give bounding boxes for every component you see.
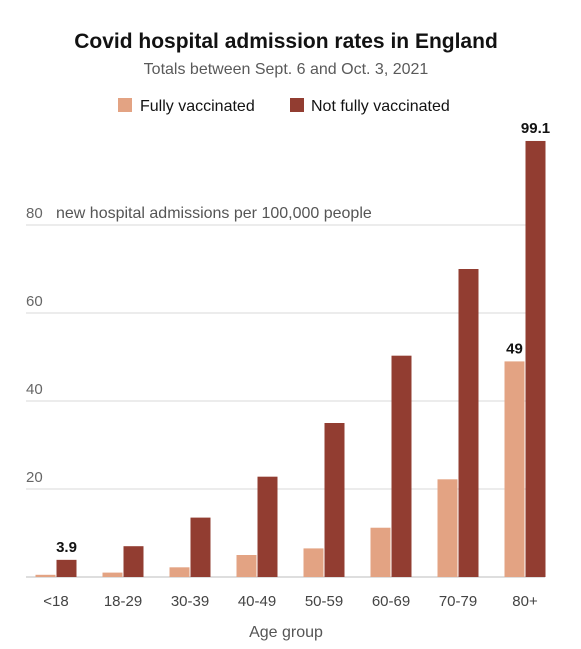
bar-fully-vaccinated-2: [169, 567, 190, 577]
chart-title: Covid hospital admission rates in Englan…: [74, 30, 498, 53]
bars: [35, 140, 546, 577]
y-tick-label-60: 60: [26, 293, 43, 310]
x-axis-title: Age group: [249, 624, 323, 641]
x-tick-label-3: 40-49: [238, 593, 276, 610]
data-labels: 3.9 49 99.1: [56, 120, 550, 556]
chart-subtitle: Totals between Sept. 6 and Oct. 3, 2021: [144, 61, 429, 78]
bar-not-fully-vaccinated-0: [56, 559, 77, 577]
bar-not-fully-vaccinated-1: [123, 546, 144, 577]
data-label-1: 49: [506, 340, 523, 357]
bar-fully-vaccinated-3: [236, 555, 257, 577]
bar-not-fully-vaccinated-6: [458, 269, 479, 577]
bar-fully-vaccinated-5: [370, 527, 391, 577]
bar-fully-vaccinated-4: [303, 548, 324, 577]
bar-not-fully-vaccinated-5: [391, 355, 412, 577]
bar-not-fully-vaccinated-7: [525, 140, 546, 577]
legend-swatch-not-fully-vaccinated: [290, 98, 304, 112]
y-tick-label-80: 80: [26, 205, 43, 222]
y-tick-label-40: 40: [26, 381, 43, 398]
bar-fully-vaccinated-1: [102, 572, 123, 577]
legend: Fully vaccinated Not fully vaccinated: [118, 98, 450, 115]
x-tick-labels: <18 18-29 30-39 40-49 50-59 60-69 70-79 80+: [43, 593, 538, 610]
data-label-2: 99.1: [521, 120, 550, 137]
x-tick-label-6: 70-79: [439, 593, 477, 610]
bar-fully-vaccinated-6: [437, 479, 458, 577]
bar-not-fully-vaccinated-2: [190, 517, 211, 577]
legend-label-not-fully-vaccinated: Not fully vaccinated: [311, 98, 450, 115]
legend-label-fully-vaccinated: Fully vaccinated: [140, 98, 255, 115]
bar-not-fully-vaccinated-4: [324, 423, 345, 577]
bar-fully-vaccinated-0: [35, 574, 56, 577]
x-tick-label-2: 30-39: [171, 593, 209, 610]
x-tick-label-0: <18: [43, 593, 68, 610]
legend-swatch-fully-vaccinated: [118, 98, 132, 112]
y-axis-title: new hospital admissions per 100,000 peop…: [56, 205, 372, 222]
x-tick-label-7: 80+: [512, 593, 538, 610]
x-tick-label-1: 18-29: [104, 593, 142, 610]
x-tick-label-4: 50-59: [305, 593, 343, 610]
bar-not-fully-vaccinated-3: [257, 476, 278, 577]
bar-fully-vaccinated-7: [504, 361, 525, 577]
y-tick-label-20: 20: [26, 469, 43, 486]
data-label-0: 3.9: [56, 539, 77, 556]
x-tick-label-5: 60-69: [372, 593, 410, 610]
